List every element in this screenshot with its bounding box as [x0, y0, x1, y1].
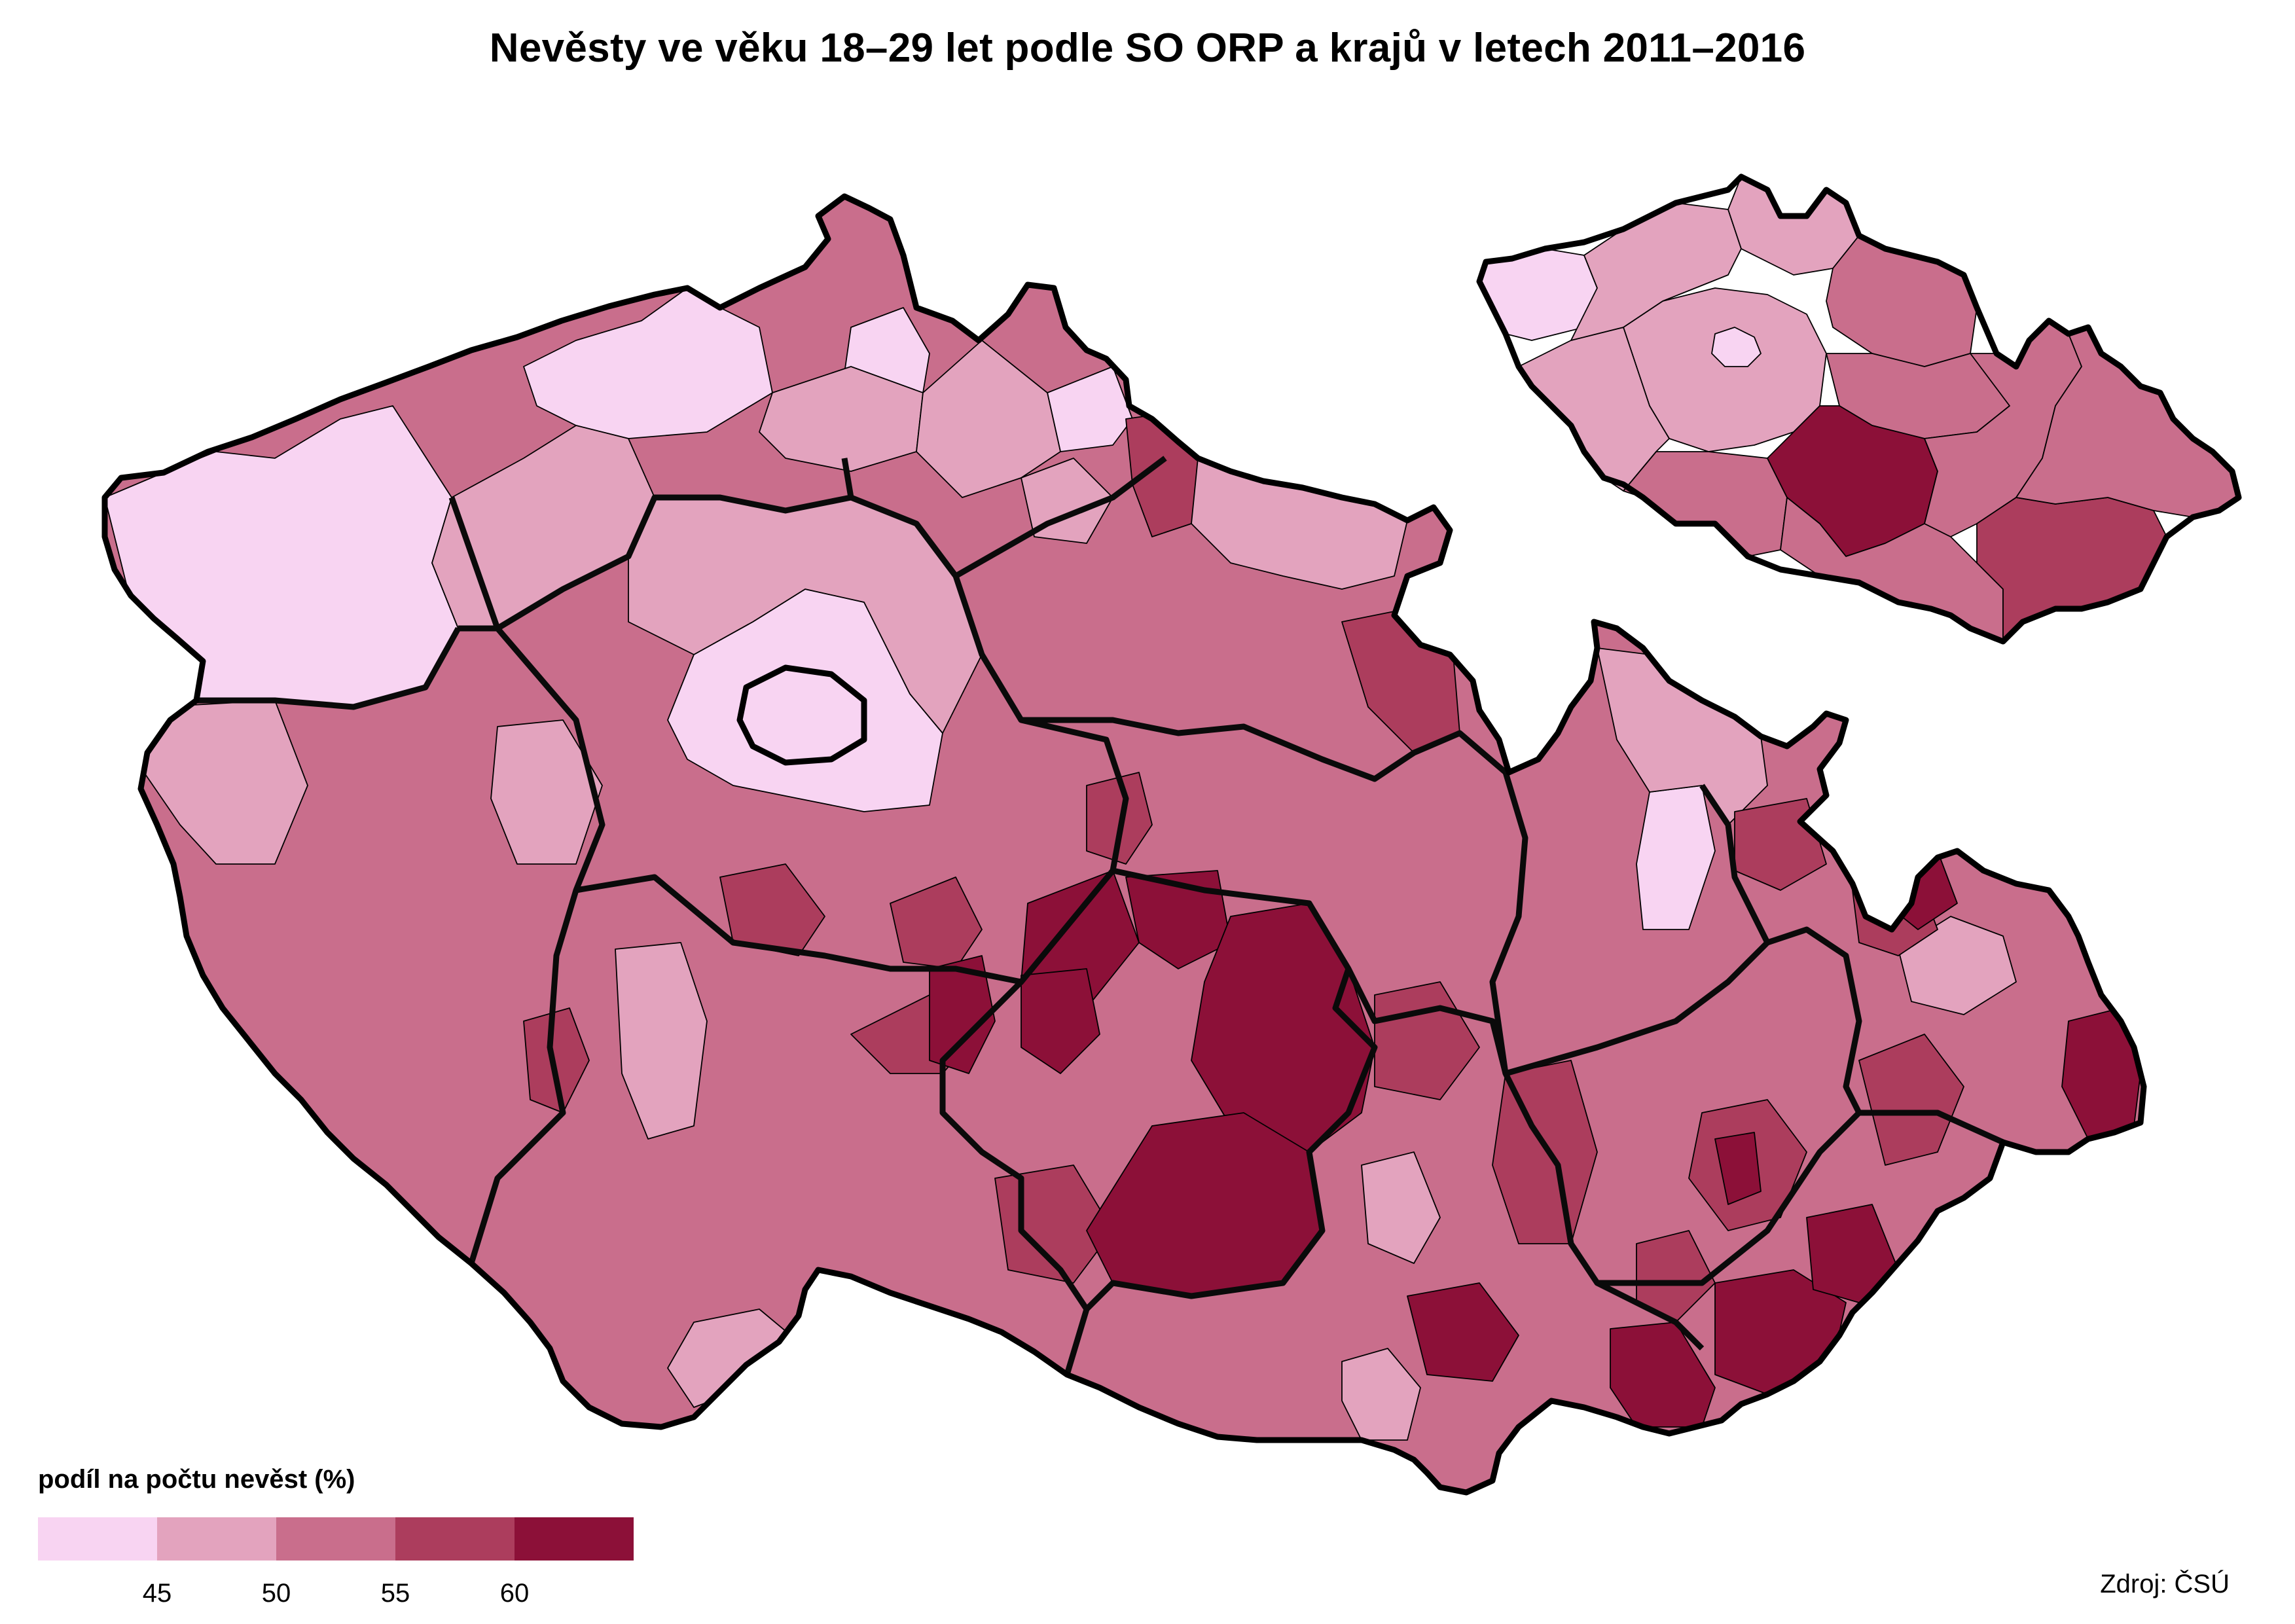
legend-tick-label: 45 — [142, 1579, 172, 1608]
region-boundaries — [196, 456, 2004, 1376]
country-outline — [101, 193, 2147, 1496]
inset-region — [1976, 497, 2167, 642]
orp-district — [1407, 1282, 1519, 1382]
legend-tick-label: 55 — [380, 1579, 410, 1608]
orp-district — [1341, 1348, 1421, 1441]
source-note: Zdroj: ČSÚ — [2100, 1570, 2230, 1598]
legend-tick-label: 60 — [499, 1579, 530, 1608]
orp-district — [1898, 916, 2017, 1015]
orp-district — [1125, 870, 1231, 969]
orp-district — [1021, 968, 1100, 1074]
orp-district — [719, 863, 825, 956]
orp-district — [1021, 458, 1113, 544]
legend-swatch-2 — [157, 1517, 276, 1561]
orp-district — [1361, 1151, 1441, 1264]
orp-district — [615, 942, 708, 1140]
orp-district — [1714, 1132, 1762, 1205]
legend-swatch-3 — [276, 1517, 395, 1561]
orp-district — [1636, 1230, 1716, 1323]
orp-district — [929, 955, 996, 1074]
orp-district — [523, 1007, 590, 1113]
legend-title: podíl na počtu nevěst (%) — [38, 1465, 355, 1494]
legend-color-bar — [38, 1517, 634, 1561]
orp-district — [916, 340, 1061, 498]
inset-regions-map — [1476, 173, 2242, 645]
legend-tick-label: 50 — [261, 1579, 291, 1608]
orp-district — [890, 876, 983, 969]
orp-district — [490, 719, 603, 865]
orp-district — [523, 287, 773, 439]
inset-region — [1711, 327, 1762, 367]
legend-swatch-4 — [395, 1517, 515, 1561]
orp-district — [759, 366, 924, 472]
orp-district — [143, 700, 308, 865]
map-title: Nevěsty ve věku 18–29 let podle SO ORP a… — [489, 26, 1806, 71]
legend-swatch-5 — [515, 1517, 634, 1561]
orp-district — [994, 1164, 1113, 1284]
legend-swatch-1 — [38, 1517, 157, 1561]
